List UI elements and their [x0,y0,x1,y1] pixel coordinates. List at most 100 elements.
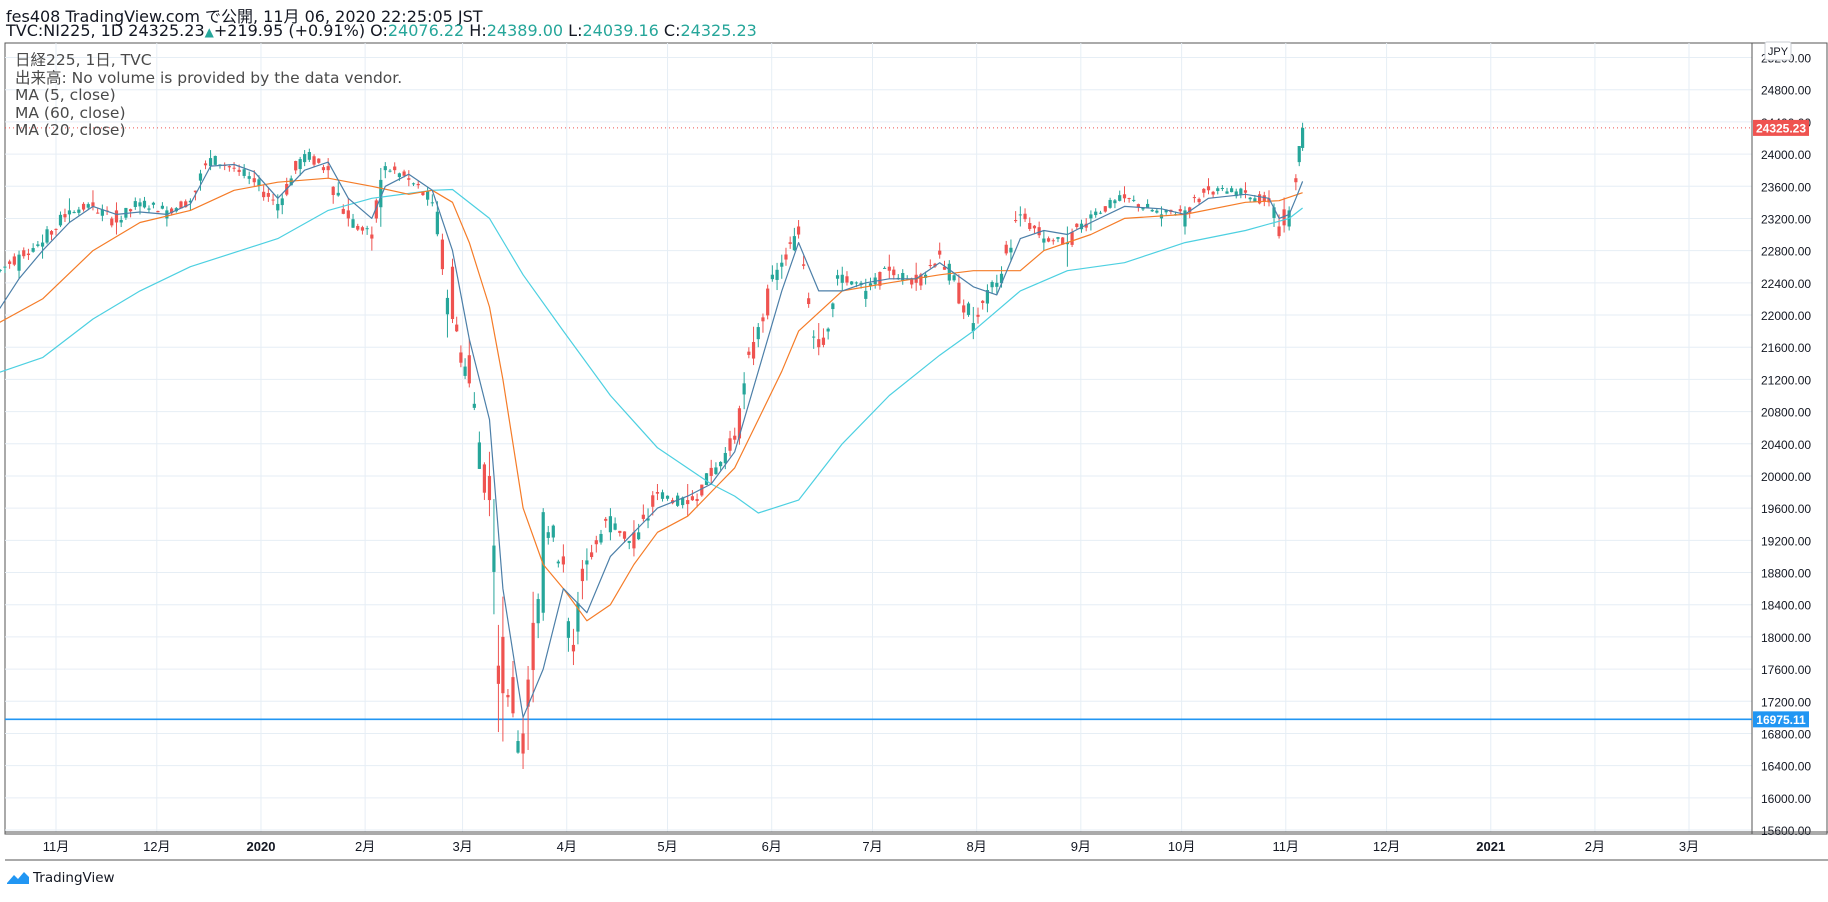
ma20-line [0,177,1303,622]
y-tick-label: 20000.00 [1761,470,1811,484]
candle-body [151,202,156,205]
candle-body [383,166,387,171]
candle-body [31,248,35,252]
candle-body [1061,237,1065,245]
candle-body [266,193,270,197]
candle-body [957,282,961,304]
up-arrow-icon: ▲ [204,25,214,39]
candle-body [1146,203,1150,209]
x-tick-label: 5月 [657,839,677,854]
cloud-icon [7,872,29,884]
legend-ma60[interactable]: MA (60, close) [15,103,126,122]
candle-body [1070,232,1074,245]
candle-body [280,198,284,206]
candle-body [637,532,641,540]
legend-ma20[interactable]: MA (20, close) [15,121,126,139]
candle-body [232,167,236,169]
candle-body [695,498,699,501]
candle-body [455,324,459,332]
candle-body [700,484,704,496]
candle-body [651,495,655,507]
candle-body [1108,199,1112,208]
candle-body [1089,214,1093,219]
currency-badge-bg [1764,41,1792,61]
candle-body [526,679,530,707]
candle-body [723,452,727,464]
y-tick-label: 16000.00 [1761,792,1811,806]
high-label: H: [469,21,487,40]
legend-volume[interactable]: 出来高: No volume is provided by the data v… [15,68,403,87]
candle-body [665,495,670,499]
candle-body [435,211,439,235]
candle-body [1084,223,1088,228]
candle-body [733,435,737,440]
candle-body [766,288,770,316]
candle-body [147,208,151,210]
candle-body [561,556,565,565]
candle-body [1197,198,1201,203]
candle-body [660,492,665,499]
candle-body [1141,208,1145,210]
candle-body [40,242,45,247]
candle-body [336,192,340,196]
x-tick-label: 7月 [862,839,882,854]
x-tick-label: 4月 [557,839,577,854]
candle-body [761,317,765,322]
candle-body [796,226,801,235]
candle-body [110,218,114,226]
y-tick-label: 20800.00 [1761,406,1811,420]
candle-body [184,201,188,208]
candle-body [1257,194,1262,204]
legend-ma5[interactable]: MA (5, close) [15,86,116,104]
candle-body [54,228,58,230]
open-label: O: [370,21,388,40]
candle-body [307,152,311,160]
candle-body [213,155,217,165]
candle-body [854,282,858,284]
candle-body [1253,198,1257,202]
tradingview-logo[interactable]: TradingView [6,870,115,886]
candle-body [445,297,450,315]
candle-body [142,200,147,208]
candle-body [1132,199,1136,201]
candle-body [81,203,86,210]
x-tick-label: 11月 [43,839,70,854]
candle-body [237,169,241,172]
candle-body [426,191,430,200]
candle-body [321,167,326,171]
candle-body [86,204,90,208]
candle-body [374,200,378,219]
x-tick-label: 8月 [967,839,987,854]
candle-body [1230,188,1234,193]
candle-body [835,275,840,279]
candle-body [317,158,321,163]
candle-body [1014,220,1018,222]
candle-body [531,622,535,671]
candle-body [459,352,463,363]
candle-body [1023,213,1027,220]
candle-body [655,492,660,494]
x-tick-label: 2021 [1476,839,1505,854]
candle-body [1248,197,1252,200]
candle-body [12,256,16,265]
candle-body [179,201,183,209]
x-tick-label: 10月 [1168,839,1195,854]
candle-body [72,212,76,214]
close-value: 24325.23 [680,21,757,40]
candle-body [1051,240,1055,242]
high-value: 24389.00 [486,21,564,40]
candle-body [388,170,392,172]
legend-symbol[interactable]: 日経225, 1日, TVC [15,51,152,69]
candle-body [276,203,280,211]
candle-body [942,266,947,270]
candle-body [807,298,811,305]
candle-body [1277,226,1281,237]
candle-body [742,383,746,395]
candle-body [845,276,849,283]
candle-body [546,532,550,538]
candle-body [566,621,571,638]
candle-body [1192,197,1196,199]
candle-body [169,208,174,214]
